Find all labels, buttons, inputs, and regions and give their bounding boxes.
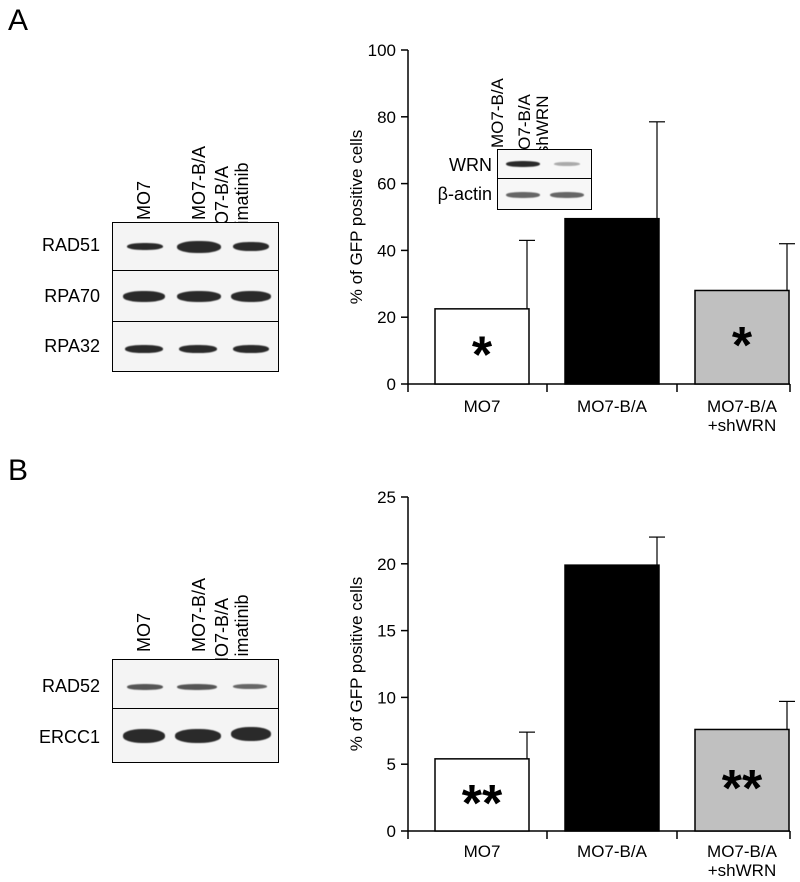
y-tick-label: 100 (368, 41, 396, 60)
y-tick-label: 40 (377, 241, 396, 260)
blot-band (177, 684, 217, 690)
blot-row-label: RPA32 (44, 336, 100, 356)
blot-band (231, 291, 271, 302)
significance-marker: ** (722, 760, 763, 818)
bar (694, 728, 790, 832)
x-tick-label: +shWRN (708, 861, 776, 880)
blot-band (233, 242, 269, 251)
significance-marker: * (732, 317, 753, 375)
bar (694, 289, 790, 385)
blot-row (498, 179, 591, 210)
blot-band (177, 241, 221, 253)
blot-band (177, 291, 221, 302)
inset-western-blot (497, 149, 592, 210)
blot-band (125, 345, 163, 353)
bar (434, 758, 530, 832)
blot-row (113, 223, 278, 271)
significance-marker: ** (462, 775, 503, 833)
blot-band (127, 243, 163, 250)
x-tick-label: MO7-B/A (707, 842, 778, 861)
y-tick-label: 80 (377, 108, 396, 127)
bar (564, 564, 660, 832)
bar (564, 217, 660, 385)
lane-label: MO7-B/A (488, 78, 507, 148)
blot-row (498, 150, 591, 179)
y-tick-label: 20 (377, 555, 396, 574)
blot-band (231, 727, 271, 741)
blot-band (506, 161, 540, 167)
y-tick-label: 0 (387, 375, 396, 394)
blot-band (233, 684, 267, 689)
y-tick-label: 60 (377, 175, 396, 194)
y-tick-label: 10 (377, 688, 396, 707)
blot-row-label: RAD52 (41, 676, 100, 696)
y-tick-label: 0 (387, 822, 396, 841)
blot-band (123, 729, 165, 743)
y-tick-label: 20 (377, 308, 396, 327)
blot-band (554, 162, 580, 166)
inset-row-label: β-actin (437, 184, 492, 204)
blot-band (179, 345, 217, 353)
y-axis-label: % of GFP positive cells (347, 130, 366, 304)
bar (434, 308, 530, 385)
blot-band (506, 192, 540, 198)
blot-row (113, 322, 278, 372)
panel-letter-a: A (8, 4, 29, 37)
blot-band (127, 684, 163, 690)
panel-letter-b: B (8, 454, 29, 487)
blot-row-label: ERCC1 (38, 727, 100, 747)
x-tick-label: MO7-B/A (577, 397, 648, 416)
significance-marker: * (472, 326, 493, 384)
y-tick-label: 5 (387, 755, 396, 774)
blot-row-label: RPA70 (44, 286, 100, 306)
y-axis-label: % of GFP positive cells (347, 577, 366, 751)
blot-row (113, 660, 278, 709)
western-blot-a (112, 222, 279, 372)
inset-row-label: WRN (449, 155, 492, 175)
blot-band (123, 291, 165, 302)
x-tick-label: MO7 (464, 842, 501, 861)
blot-row (113, 271, 278, 322)
western-blot-b (112, 659, 279, 763)
x-tick-label: +shWRN (708, 416, 776, 435)
blot-row-label: RAD51 (41, 235, 100, 255)
x-tick-label: MO7-B/A (577, 842, 648, 861)
x-tick-label: MO7-B/A (707, 397, 778, 416)
blot-band (233, 345, 269, 353)
y-tick-label: 15 (377, 622, 396, 641)
blot-row (113, 709, 278, 763)
x-tick-label: MO7 (464, 397, 501, 416)
y-tick-label: 25 (377, 488, 396, 507)
blot-band (550, 192, 584, 198)
blot-band (175, 729, 221, 743)
